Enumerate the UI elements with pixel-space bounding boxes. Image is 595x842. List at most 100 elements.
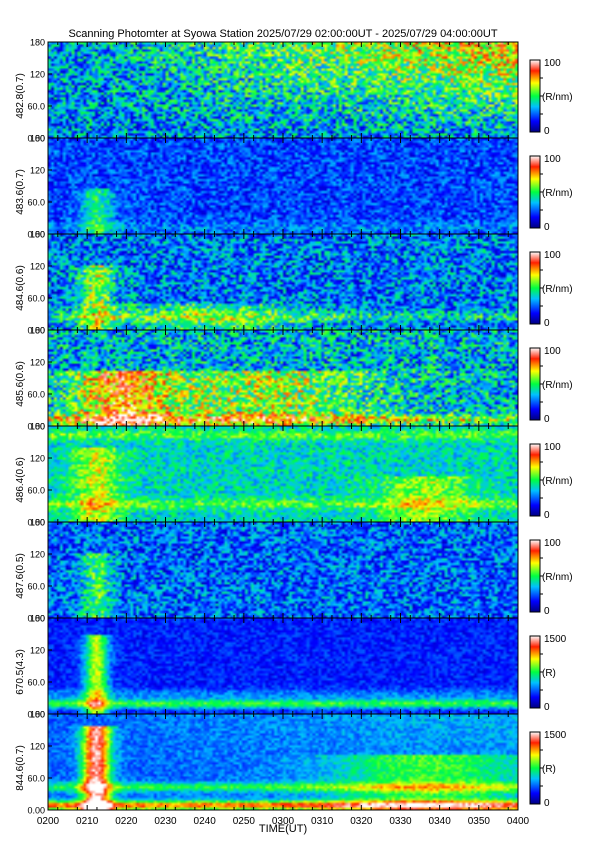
colorbar-5 (529, 539, 541, 613)
panel-0: 0.00 60.0 120 180 482.8(0.7) 100 0 (R/nm) (15, 38, 573, 144)
heatmap-image-3 (48, 330, 518, 426)
colorbar-max-0: 100 (544, 58, 561, 69)
y-tick-label-5-1: 60.0 (27, 582, 45, 592)
y-tick-label-1-2: 120 (30, 166, 45, 176)
x-tick-label-11: 0350 (468, 816, 491, 827)
y-tick-label-4-2: 120 (30, 454, 45, 464)
y-tick-label-7-3: 180 (30, 710, 45, 720)
y-tick-label-7-2: 120 (30, 742, 45, 752)
chart-title: Scanning Photomter at Syowa Station 2025… (68, 28, 497, 40)
colorbar-min-5: 0 (544, 606, 550, 617)
y-tick-label-7-0: 0.00 (27, 806, 45, 816)
x-tick-label-4: 0240 (194, 816, 217, 827)
colorbar-0 (529, 59, 541, 133)
y-tick-label-3-0: 0.00 (27, 422, 45, 432)
y-tick-label-2-1: 60.0 (27, 294, 45, 304)
heatmap-image-7 (48, 714, 518, 810)
y-tick-label-3-2: 120 (30, 358, 45, 368)
colorbar-max-7: 1500 (544, 730, 567, 741)
colorbar-min-6: 0 (544, 702, 550, 713)
panel-7: 0.00 60.0 120 180 844.6(0.7) 1500 0 (R) (15, 710, 567, 816)
panel-ylabel-3: 485.6(0.6) (15, 361, 26, 407)
y-tick-label-2-3: 180 (30, 230, 45, 240)
colorbar-min-3: 0 (544, 414, 550, 425)
heatmap-image-6 (48, 618, 518, 714)
heatmap-image-2 (48, 234, 518, 330)
panel-6: 0.00 60.0 120 180 670.5(4.3) 1500 0 (R) (15, 614, 567, 720)
colorbar-unit-6: (R) (542, 668, 556, 679)
panel-5: 0.00 60.0 120 180 487.6(0.5) 100 0 (R/nm) (15, 518, 573, 624)
x-tick-label-5: 0250 (233, 816, 256, 827)
colorbar-3 (529, 347, 541, 421)
panel-ylabel-6: 670.5(4.3) (15, 649, 26, 695)
colorbar-2 (529, 251, 541, 325)
panel-ylabel-5: 487.6(0.5) (15, 553, 26, 599)
x-tick-label-7: 0310 (311, 816, 334, 827)
colorbar-1 (529, 155, 541, 229)
x-tick-label-3: 0230 (154, 816, 177, 827)
colorbar-4 (529, 443, 541, 517)
colorbar-min-2: 0 (544, 318, 550, 329)
y-tick-label-1-1: 60.0 (27, 198, 45, 208)
y-tick-label-1-3: 180 (30, 134, 45, 144)
y-tick-label-0-0: 0.00 (27, 134, 45, 144)
y-tick-label-5-3: 180 (30, 518, 45, 528)
colorbar-unit-7: (R) (542, 764, 556, 775)
y-tick-label-6-0: 0.00 (27, 710, 45, 720)
heatmap-image-1 (48, 138, 518, 234)
panel-2: 0.00 60.0 120 180 484.6(0.6) 100 0 (R/nm) (15, 230, 573, 336)
y-tick-label-5-0: 0.00 (27, 614, 45, 624)
y-tick-label-0-1: 60.0 (27, 102, 45, 112)
colorbar-max-6: 1500 (544, 634, 567, 645)
y-tick-label-1-0: 0.00 (27, 230, 45, 240)
colorbar-min-0: 0 (544, 126, 550, 137)
y-tick-label-6-3: 180 (30, 614, 45, 624)
panel-3: 0.00 60.0 120 180 485.6(0.6) 100 0 (R/nm) (15, 326, 573, 432)
colorbar-min-4: 0 (544, 510, 550, 521)
panel-ylabel-0: 482.8(0.7) (15, 73, 26, 119)
colorbar-max-4: 100 (544, 442, 561, 453)
y-tick-label-4-3: 180 (30, 422, 45, 432)
colorbar-unit-5: (R/nm) (542, 572, 573, 583)
colorbar-min-7: 0 (544, 798, 550, 809)
heatmap-image-0 (48, 42, 518, 138)
y-tick-label-6-1: 60.0 (27, 678, 45, 688)
x-tick-label-0: 0200 (37, 816, 60, 827)
x-axis-label: TIME(UT) (259, 823, 307, 835)
y-tick-label-4-0: 0.00 (27, 518, 45, 528)
colorbar-6 (529, 635, 541, 709)
colorbar-unit-2: (R/nm) (542, 284, 573, 295)
x-tick-label-10: 0340 (429, 816, 452, 827)
y-tick-label-6-2: 120 (30, 646, 45, 656)
x-axis: 0200 0210 0220 0230 0240 0250 0300 0310 0320 0330… (37, 816, 530, 827)
y-tick-label-3-3: 180 (30, 326, 45, 336)
colorbar-max-2: 100 (544, 250, 561, 261)
x-tick-label-12: 0400 (507, 816, 530, 827)
panel-4: 0.00 60.0 120 180 486.4(0.6) 100 0 (R/nm) (15, 422, 573, 528)
colorbar-unit-0: (R/nm) (542, 92, 573, 103)
panel-1: 0.00 60.0 120 180 483.6(0.7) 100 0 (R/nm) (15, 134, 573, 240)
panel-ylabel-4: 486.4(0.6) (15, 457, 26, 503)
y-tick-label-2-0: 0.00 (27, 326, 45, 336)
colorbar-unit-1: (R/nm) (542, 188, 573, 199)
y-tick-label-4-1: 60.0 (27, 486, 45, 496)
x-tick-label-6: 0300 (272, 816, 295, 827)
y-tick-label-0-2: 120 (30, 70, 45, 80)
x-tick-label-2: 0220 (115, 816, 138, 827)
colorbar-unit-4: (R/nm) (542, 476, 573, 487)
panel-ylabel-1: 483.6(0.7) (15, 169, 26, 215)
y-tick-label-0-3: 180 (30, 38, 45, 48)
heatmap-image-5 (48, 522, 518, 618)
x-tick-label-1: 0210 (76, 816, 99, 827)
y-tick-label-7-1: 60.0 (27, 774, 45, 784)
colorbar-max-3: 100 (544, 346, 561, 357)
panel-ylabel-7: 844.6(0.7) (15, 745, 26, 791)
x-tick-label-9: 0330 (389, 816, 412, 827)
y-tick-label-3-1: 60.0 (27, 390, 45, 400)
panel-ylabel-2: 484.6(0.6) (15, 265, 26, 311)
colorbar-max-5: 100 (544, 538, 561, 549)
panels: 0.00 60.0 120 180 482.8(0.7) 100 0 (R/nm) 0.00 60… (15, 38, 573, 816)
colorbar-max-1: 100 (544, 154, 561, 165)
colorbar-unit-3: (R/nm) (542, 380, 573, 391)
